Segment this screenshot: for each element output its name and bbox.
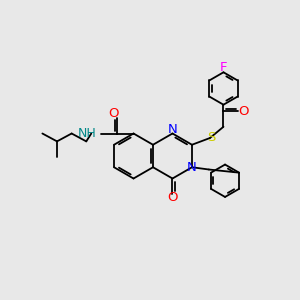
Text: N: N bbox=[187, 161, 197, 174]
Text: NH: NH bbox=[77, 127, 96, 140]
Text: S: S bbox=[207, 131, 215, 144]
Text: N: N bbox=[168, 123, 177, 136]
Text: O: O bbox=[108, 107, 118, 120]
Text: O: O bbox=[167, 191, 178, 204]
Text: O: O bbox=[238, 104, 249, 118]
Text: F: F bbox=[220, 61, 227, 74]
